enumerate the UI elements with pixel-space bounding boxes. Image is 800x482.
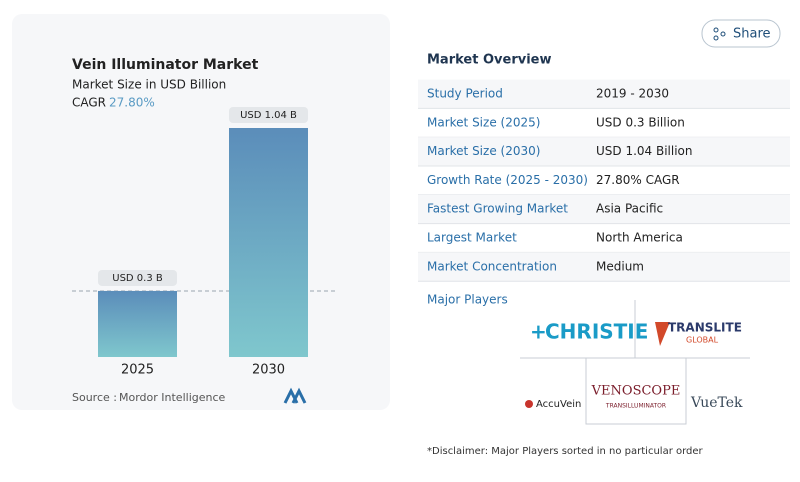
bar-chart: USD 0.3 B 2025 USD 1.04 B 2030 <box>72 107 336 378</box>
value-label-bg <box>229 107 308 123</box>
share-icon <box>713 35 719 41</box>
x-tick-label: 2025 <box>121 363 154 378</box>
row-label: Largest Market <box>427 231 517 245</box>
share-text[interactable]: Share <box>733 27 771 42</box>
value-label: USD 1.04 B <box>240 110 297 121</box>
row-label: Market Size (2025) <box>427 115 540 129</box>
row-value: Medium <box>596 259 644 273</box>
chart-card <box>12 14 390 410</box>
logo-venoscope-sub: TRANSILLUMINATOR <box>605 403 666 410</box>
row-value: 2019 - 2030 <box>596 87 669 101</box>
logo-venoscope: VENOSCOPE <box>591 384 681 399</box>
row-bg <box>418 137 790 166</box>
bar <box>229 128 308 357</box>
x-tick-label: 2030 <box>252 363 285 378</box>
logo-christie: CHRISTIE <box>545 320 648 344</box>
source: Mordor Intelligence <box>119 391 226 404</box>
row-value: USD 1.04 Billion <box>596 144 693 158</box>
row-value: USD 0.3 Billion <box>596 115 685 129</box>
players-title: Major Players <box>427 293 508 307</box>
christie-cross: + <box>530 320 547 344</box>
value-label-bg <box>98 269 177 286</box>
divider <box>585 357 687 425</box>
logo-vuetek: VueTek <box>690 395 743 411</box>
row-label: Growth Rate (2025 - 2030) <box>427 173 588 187</box>
row-label: Market Size (2030) <box>427 144 540 158</box>
row-bg <box>418 252 790 282</box>
row-label: Study Period <box>427 87 503 101</box>
share-icon <box>720 31 726 37</box>
row-value: 27.80% CAGR <box>596 173 680 187</box>
share-icon <box>713 27 719 33</box>
logo-translite-sub: GLOBAL <box>686 336 719 345</box>
overview-title: Market Overview <box>427 53 551 68</box>
chart-title: Vein Illuminator Market <box>72 57 259 73</box>
chart-subtitle: Market Size in USD Billion <box>72 78 226 92</box>
row-label: Market Concentration <box>427 259 557 273</box>
share-button[interactable] <box>701 19 781 48</box>
row-value: North America <box>596 231 683 245</box>
accuvein-icon <box>525 400 533 408</box>
translite-icon <box>655 322 670 346</box>
bar <box>98 290 177 357</box>
row-value: Asia Pacific <box>596 202 663 216</box>
brand-logo <box>283 387 307 404</box>
row-label: Fastest Growing Market <box>427 202 568 216</box>
disclaimer: *Disclaimer: Major Players sorted in no … <box>427 446 704 457</box>
cagr-label: CAGR <box>72 96 106 110</box>
value-label: USD 0.3 B <box>112 273 163 284</box>
row-bg <box>418 79 790 109</box>
logo-translite: TRANSLITE <box>668 321 742 335</box>
overview-table: Study Period 2019 - 2030 Market Size (2025… <box>418 79 790 282</box>
logo-accuvein: AccuVein <box>536 399 581 410</box>
source-label: Source : <box>72 391 117 404</box>
row-bg <box>418 194 790 224</box>
cagr-value: 27.80% <box>109 96 155 110</box>
